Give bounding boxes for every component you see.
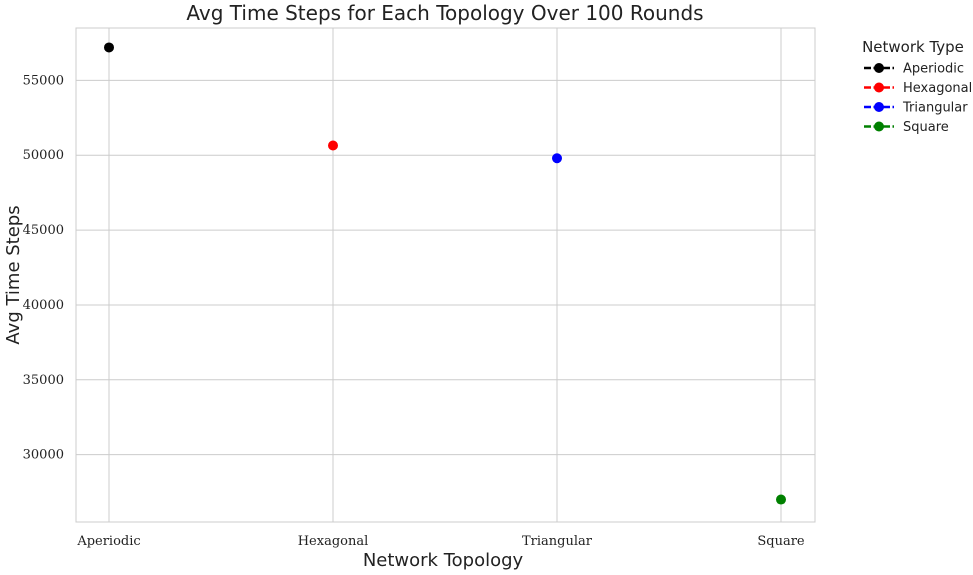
legend-marker	[874, 121, 884, 132]
legend-label: Square	[903, 120, 949, 135]
data-point-triangular	[552, 153, 562, 164]
legend-label: Aperiodic	[903, 62, 964, 77]
x-tick-label: Aperiodic	[76, 534, 140, 549]
legend-marker	[874, 102, 884, 112]
data-point-hexagonal	[328, 140, 338, 151]
x-tick-label: Square	[757, 534, 805, 549]
legend-item-square: Square	[864, 120, 949, 135]
y-tick-label: 40000	[23, 298, 64, 313]
legend: Network Type Aperiodic Hexagonal Triangula…	[862, 38, 972, 135]
x-tick-label: Hexagonal	[298, 534, 369, 549]
legend-label: Triangular	[902, 101, 968, 116]
legend-item-hexagonal: Hexagonal	[864, 81, 972, 96]
x-axis-label: Network Topology	[363, 550, 524, 571]
legend-item-triangular: Triangular	[864, 101, 968, 116]
legend-item-aperiodic: Aperiodic	[864, 62, 964, 77]
y-tick-label: 45000	[23, 223, 64, 238]
x-tick-label: Triangular	[522, 534, 593, 549]
legend-marker	[874, 82, 884, 93]
y-tick-label: 35000	[23, 373, 64, 388]
y-axis-label: Avg Time Steps	[3, 205, 24, 344]
data-point-aperiodic	[104, 42, 114, 53]
legend-marker	[874, 63, 884, 73]
chart-title: Avg Time Steps for Each Topology Over 10…	[186, 1, 703, 25]
legend-label: Hexagonal	[903, 81, 972, 96]
x-axis-ticks: Aperiodic Hexagonal Triangular Square	[76, 534, 805, 549]
legend-items: Aperiodic Hexagonal Triangular Square	[864, 62, 972, 135]
data-points	[104, 42, 786, 505]
data-point-square	[776, 494, 786, 505]
y-axis-ticks: 30000 35000 40000 45000 50000 55000	[23, 73, 64, 462]
plot-frame	[75, 27, 816, 523]
y-tick-label: 30000	[23, 448, 64, 463]
grid	[76, 28, 815, 522]
legend-title: Network Type	[862, 38, 964, 56]
y-tick-label: 55000	[23, 73, 64, 88]
y-tick-label: 50000	[23, 148, 64, 163]
